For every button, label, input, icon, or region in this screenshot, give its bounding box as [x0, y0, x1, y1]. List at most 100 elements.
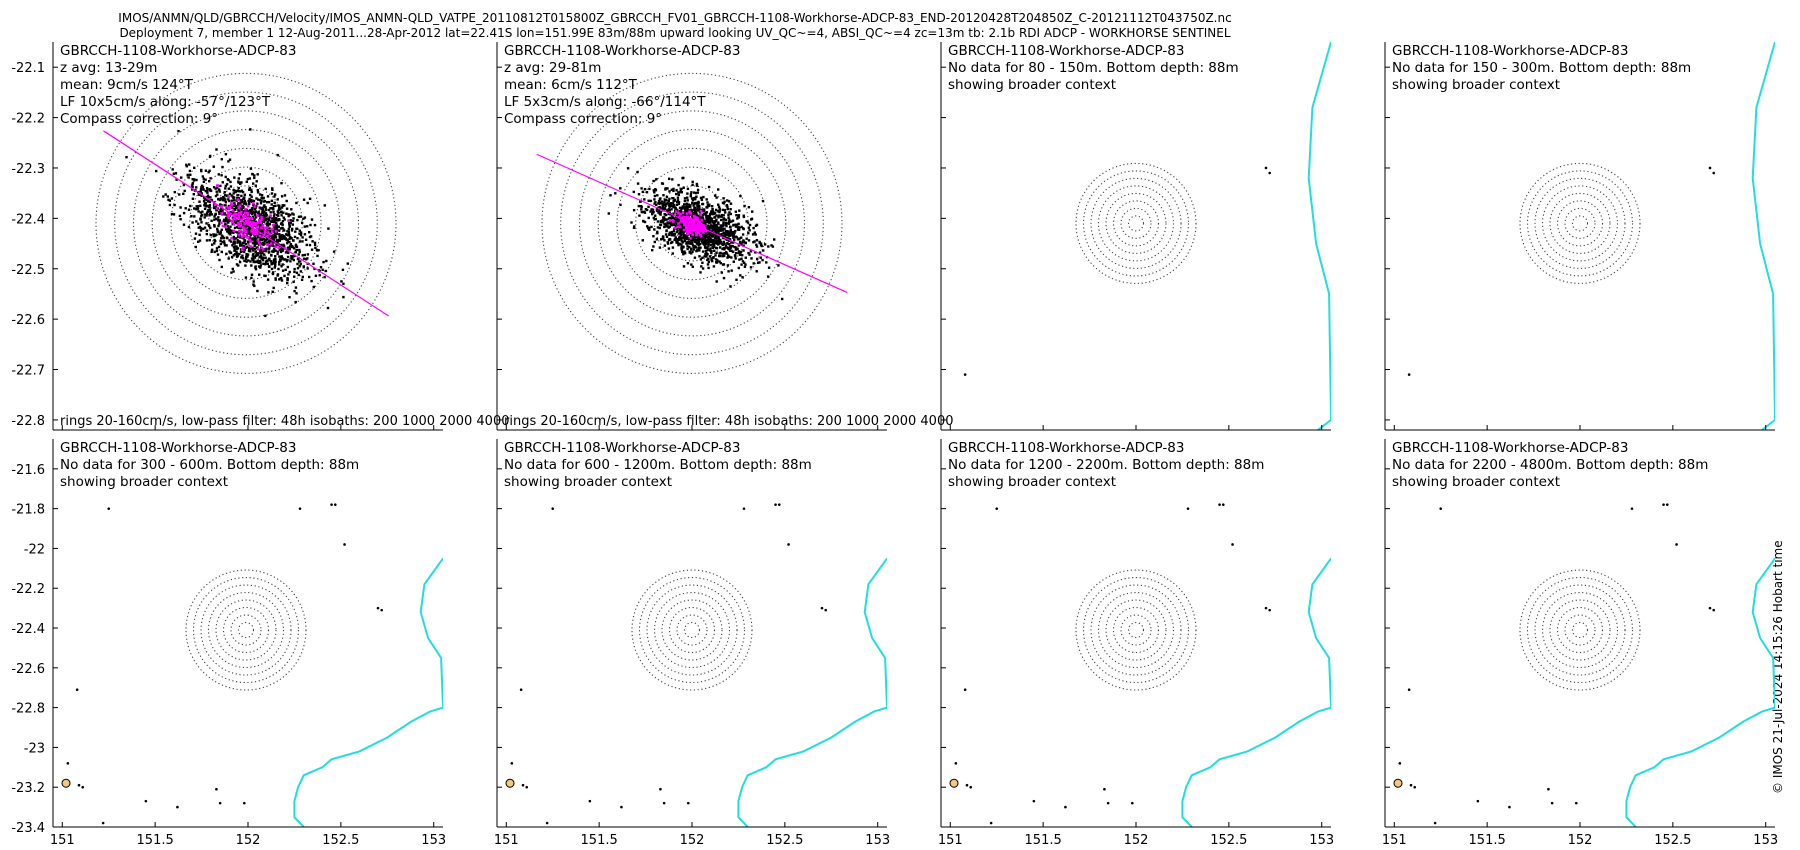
island-dot [824, 608, 828, 612]
velocity-point [713, 216, 717, 219]
velocity-point [722, 247, 725, 250]
velocity-point [281, 249, 284, 252]
lowpass-point [257, 241, 261, 244]
velocity-point [663, 222, 666, 226]
panel-info-line: mean: 6cm/s 112°T [504, 77, 638, 93]
coastline [1181, 557, 1331, 827]
lowpass-point [220, 212, 223, 215]
velocity-point [262, 205, 266, 208]
velocity-point [630, 221, 633, 224]
island-marker [505, 778, 515, 788]
velocity-point [770, 244, 773, 247]
velocity-point [280, 264, 283, 268]
velocity-point [277, 208, 280, 211]
velocity-point [276, 250, 279, 253]
velocity-point [679, 209, 683, 212]
velocity-point [699, 258, 703, 261]
velocity-point [659, 213, 662, 216]
velocity-point [261, 256, 265, 259]
velocity-point [230, 255, 234, 259]
velocity-point [706, 204, 710, 207]
velocity-point [256, 202, 259, 205]
velocity-point [716, 237, 719, 240]
velocity-point [205, 190, 209, 193]
velocity-point [225, 220, 228, 223]
y-tick-label: -23.4 [11, 821, 45, 836]
velocity-point [660, 207, 663, 210]
velocity-point [689, 195, 692, 198]
lowpass-point [242, 216, 245, 219]
panel-title: GBRCCH-1108-Workhorse-ADCP-83 [60, 43, 296, 59]
velocity-point [665, 187, 668, 190]
velocity-point [727, 247, 730, 250]
velocity-point [724, 235, 727, 238]
velocity-point [681, 236, 684, 239]
velocity-point [691, 215, 694, 219]
velocity-point [707, 240, 711, 243]
velocity-point [291, 223, 294, 226]
velocity-point [723, 200, 726, 203]
velocity-point [663, 213, 667, 216]
velocity-point [225, 194, 228, 198]
velocity-point [655, 208, 659, 211]
velocity-point [270, 220, 273, 223]
lowpass-point [269, 214, 272, 217]
velocity-point [189, 204, 192, 208]
velocity-point [272, 234, 275, 237]
velocity-point [195, 205, 198, 208]
velocity-point [263, 242, 266, 246]
velocity-point [690, 235, 693, 238]
velocity-point [227, 198, 230, 201]
velocity-point [698, 255, 701, 258]
velocity-point [722, 276, 726, 280]
velocity-point [686, 245, 689, 248]
velocity-point [248, 188, 251, 191]
velocity-point [306, 267, 309, 270]
velocity-point [289, 219, 292, 222]
lowpass-point [672, 220, 675, 223]
velocity-point [235, 206, 238, 210]
velocity-point [251, 258, 255, 262]
velocity-point [247, 228, 250, 231]
velocity-point [752, 241, 755, 244]
lowpass-point [238, 225, 241, 228]
velocity-point [734, 223, 737, 226]
velocity-point [250, 232, 253, 235]
velocity-point [237, 208, 240, 212]
velocity-point [668, 209, 671, 212]
velocity-point [214, 212, 217, 216]
velocity-point [718, 242, 722, 245]
velocity-point [273, 229, 276, 233]
velocity-point [273, 195, 276, 198]
island-dot [1547, 787, 1550, 791]
velocity-point [752, 226, 755, 230]
velocity-point [223, 244, 227, 247]
velocity-point [170, 197, 174, 200]
velocity-point [721, 252, 724, 255]
imos-timestamp-watermark: © IMOS 21-Jul-2024 14:15:26 Hobart time [1771, 540, 1785, 794]
panel-info-line: showing broader context [1392, 474, 1560, 490]
velocity-point [237, 193, 240, 197]
velocity-point [209, 233, 212, 237]
island-dot [1064, 671, 1067, 674]
velocity-point [236, 189, 240, 192]
velocity-point [731, 245, 734, 248]
velocity-point [171, 168, 174, 171]
velocity-point [244, 257, 248, 261]
velocity-point [710, 210, 713, 213]
lowpass-point [703, 229, 707, 233]
velocity-point [216, 186, 219, 190]
velocity-point [274, 249, 277, 252]
velocity-point [685, 202, 689, 205]
velocity-point [249, 167, 253, 170]
velocity-point [225, 236, 228, 239]
velocity-point [687, 241, 691, 244]
velocity-point [674, 216, 678, 219]
velocity-point [299, 270, 303, 273]
x-tick-label: 152 [1124, 833, 1149, 848]
velocity-point [202, 177, 205, 180]
velocity-point [657, 211, 660, 214]
lowpass-point [237, 206, 241, 210]
velocity-point [733, 245, 736, 249]
velocity-point [717, 232, 720, 236]
